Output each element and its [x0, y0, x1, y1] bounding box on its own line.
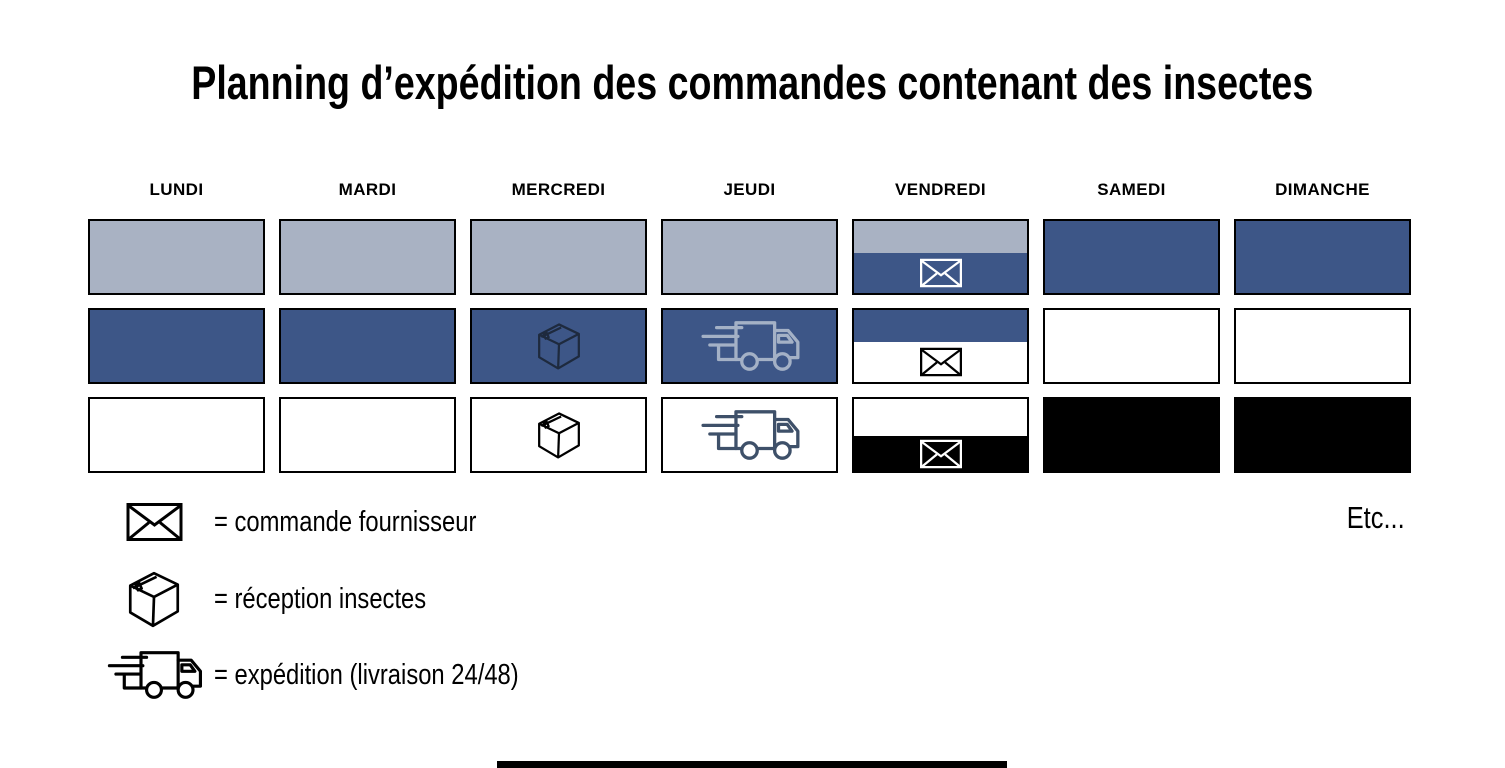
schedule-grid — [88, 219, 1411, 473]
day-header-samedi: SAMEDI — [1097, 180, 1166, 199]
day-header-mardi: MARDI — [338, 180, 397, 199]
schedule-cell-row2-samedi — [1043, 308, 1220, 384]
day-header-dimanche: DIMANCHE — [1275, 180, 1370, 199]
bottom-bar — [497, 761, 1007, 768]
legend-label-commande: = commande fournisseur — [214, 505, 477, 538]
envelope-icon — [919, 439, 962, 468]
box-icon — [100, 569, 208, 629]
envelope-icon — [919, 347, 962, 377]
title-wrap: Planning d’expédition des commandes cont… — [0, 55, 1505, 110]
cell-top-half — [854, 221, 1027, 254]
schedule-cell-row2-lundi — [88, 308, 265, 384]
schedule-cell-row1-samedi — [1043, 219, 1220, 295]
truck-icon — [692, 317, 807, 375]
schedule-cell-row2-vendredi — [852, 308, 1029, 384]
schedule-cell-row1-dimanche — [1234, 219, 1411, 295]
schedule-cell-row1-mardi — [279, 219, 456, 295]
day-header-row: LUNDI MARDI MERCREDI JEUDI VENDREDI SAMEDI DIM… — [88, 180, 1411, 200]
cell-bottom-half — [854, 253, 1027, 293]
cell-bottom-half — [854, 436, 1027, 471]
legend-item-reception: = réception insectes — [100, 569, 1505, 629]
schedule-cell-row3-mardi — [279, 397, 456, 473]
schedule-cell-row2-mardi — [279, 308, 456, 384]
schedule-cell-row3-samedi — [1043, 397, 1220, 473]
cell-top-half — [854, 310, 1027, 343]
schedule-cell-row2-mercredi — [470, 308, 647, 384]
day-header-lundi: LUNDI — [149, 180, 204, 199]
box-icon — [532, 321, 586, 371]
legend-label-expedition: = expédition (livraison 24/48) — [214, 658, 519, 691]
legend: = commande fournisseur = réception insec… — [100, 503, 1505, 703]
box-icon — [532, 410, 586, 460]
day-header-mercredi: MERCREDI — [511, 180, 606, 199]
legend-item-commande: = commande fournisseur — [100, 503, 1505, 541]
envelope-icon — [100, 503, 208, 541]
cell-top-half — [854, 399, 1027, 437]
schedule-cell-row1-mercredi — [470, 219, 647, 295]
schedule-cell-row2-jeudi — [661, 308, 838, 384]
truck-icon — [692, 406, 807, 464]
schedule-cell-row1-jeudi — [661, 219, 838, 295]
legend-item-expedition: = expédition (livraison 24/48) — [100, 647, 1505, 703]
schedule: LUNDI MARDI MERCREDI JEUDI VENDREDI SAMEDI DIM… — [88, 180, 1411, 473]
cell-bottom-half — [854, 342, 1027, 382]
schedule-cell-row3-dimanche — [1234, 397, 1411, 473]
envelope-icon — [919, 258, 962, 288]
day-header-jeudi: JEUDI — [723, 180, 776, 199]
etc-label: Etc... — [1347, 500, 1405, 535]
legend-label-reception: = réception insectes — [214, 582, 427, 615]
truck-icon — [100, 647, 208, 703]
schedule-cell-row3-mercredi — [470, 397, 647, 473]
schedule-cell-row2-dimanche — [1234, 308, 1411, 384]
schedule-cell-row3-lundi — [88, 397, 265, 473]
schedule-cell-row1-lundi — [88, 219, 265, 295]
page-title: Planning d’expédition des commandes cont… — [191, 56, 1314, 109]
schedule-cell-row1-vendredi — [852, 219, 1029, 295]
schedule-cell-row3-jeudi — [661, 397, 838, 473]
day-header-vendredi: VENDREDI — [894, 180, 987, 199]
schedule-cell-row3-vendredi — [852, 397, 1029, 473]
